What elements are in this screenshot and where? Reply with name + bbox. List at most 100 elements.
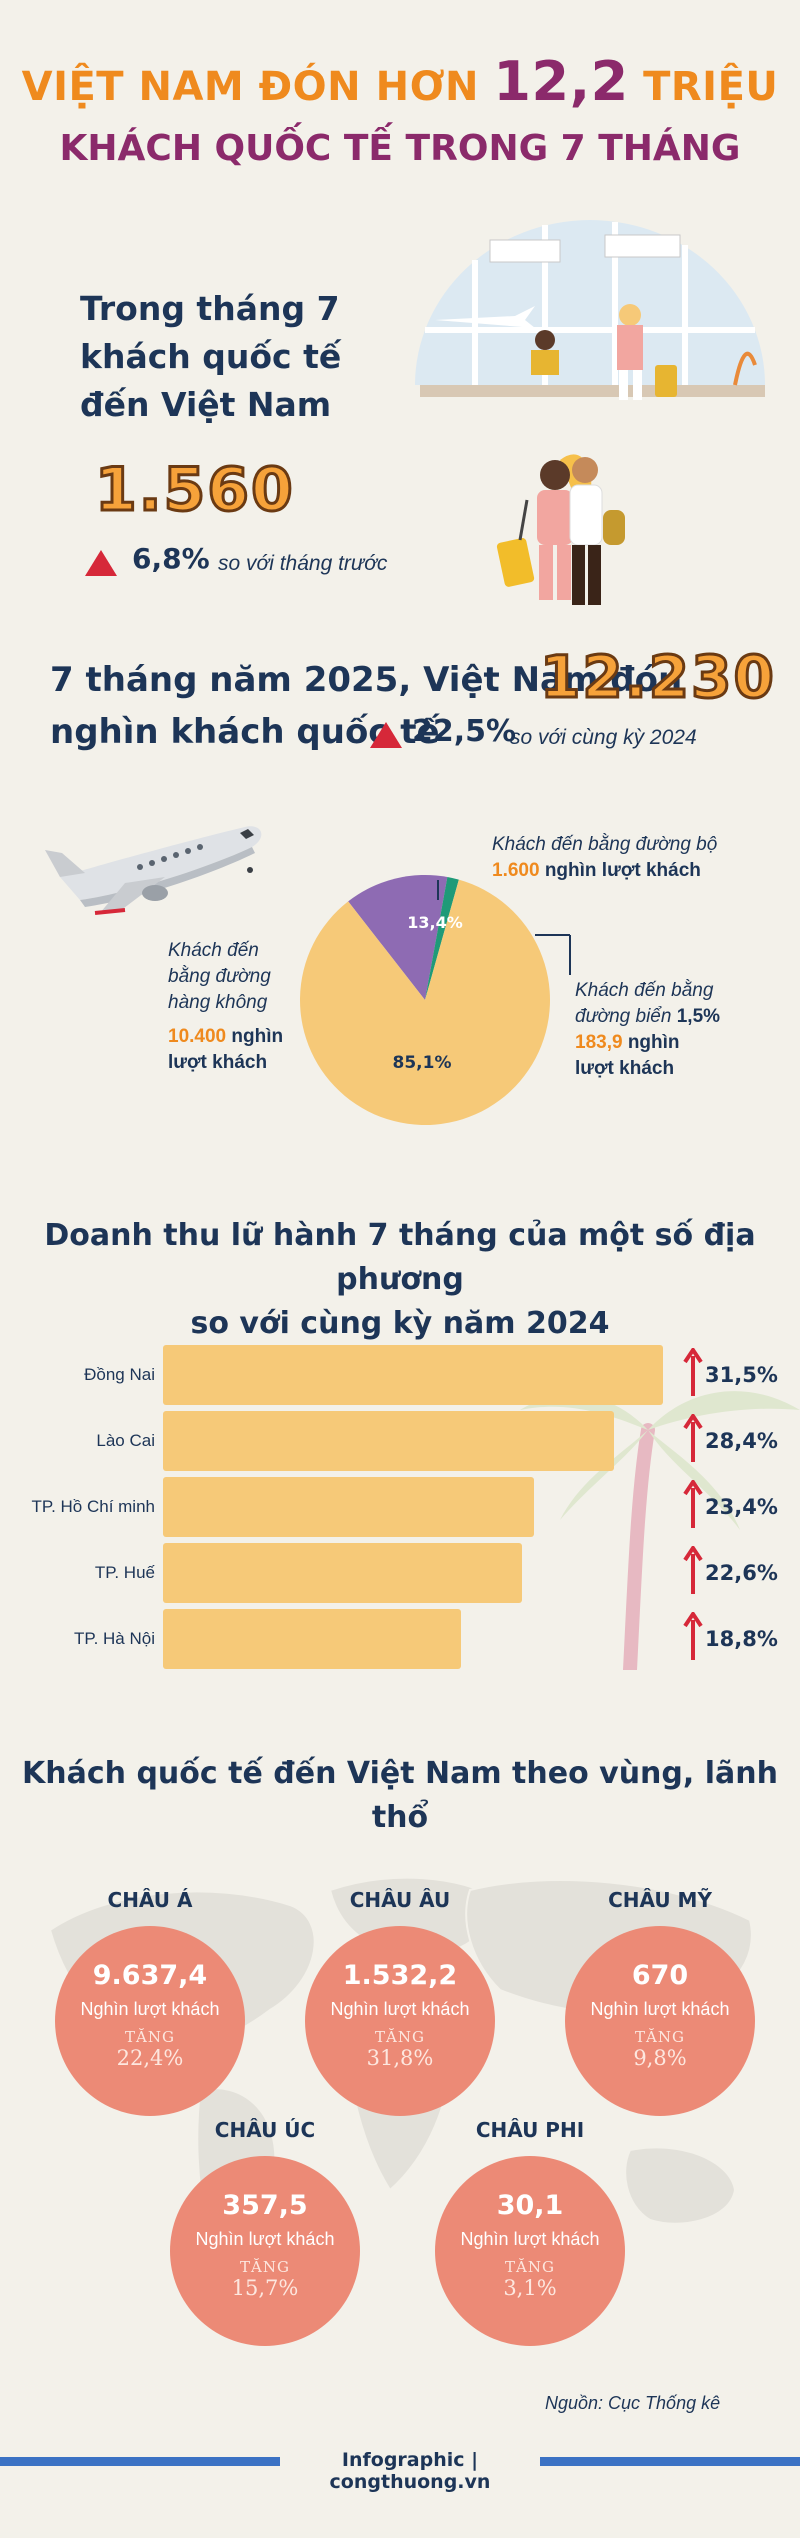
region-value: 30,1 <box>496 2190 564 2221</box>
pie-legend-air: Khách đến bằng đường hàng không 10.400 n… <box>168 938 308 1076</box>
region-name: CHÂU MỸ <box>608 1888 712 1912</box>
region-value: 9.637,4 <box>92 1960 208 1991</box>
bar-value: 28,4% <box>705 1429 778 1453</box>
july-heading: Trong tháng 7 khách quốc tế đến Việt Nam <box>80 285 380 429</box>
page-title: VIỆT NAM ĐÓN HƠN 12,2 TRIỆU <box>0 50 800 113</box>
road-unit: nghìn lượt khách <box>544 860 701 881</box>
bar-value: 18,8% <box>705 1627 778 1651</box>
revenue-title: Doanh thu lữ hành 7 tháng của một số địa… <box>0 1214 800 1346</box>
revenue-title-line2: so với cùng kỳ năm 2024 <box>190 1306 610 1341</box>
ytd-value: 12.230 <box>539 642 776 713</box>
air-line3: hàng không <box>168 992 268 1013</box>
region-circle: 1.532,2 Nghìn lượt khách TĂNG 31,8% <box>305 1926 495 2116</box>
up-arrow-icon <box>683 1612 703 1660</box>
air-line1: Khách đến <box>168 940 259 961</box>
region-growth: 15,7% <box>231 2276 299 2300</box>
bar-value: 31,5% <box>705 1363 778 1387</box>
sea-pct: 1,5% <box>676 1006 721 1027</box>
july-change: 6,8% <box>132 542 210 575</box>
region-circle: 670 Nghìn lượt khách TĂNG 9,8% <box>565 1926 755 2116</box>
region-increase-label: TĂNG <box>375 2028 425 2046</box>
region-growth: 31,8% <box>366 2046 434 2070</box>
road-amount: 1.600 <box>492 860 540 881</box>
title-prefix: VIỆT NAM ĐÓN HƠN <box>21 64 479 110</box>
region-increase-label: TĂNG <box>240 2258 290 2276</box>
pie-slice-sea <box>425 877 459 1000</box>
region-name: CHÂU ÂU <box>349 1888 451 1912</box>
region-unit: Nghìn lượt khách <box>460 2229 600 2249</box>
pie-label-road: 13,4% <box>407 913 463 932</box>
region-unit: Nghìn lượt khách <box>80 1999 220 2019</box>
pie-legend-road: Khách đến bằng đường bộ 1.600 nghìn lượt… <box>492 832 782 884</box>
footer-brand: Infographic | congthuong.vn <box>280 2449 540 2493</box>
region-growth: 9,8% <box>633 2046 687 2070</box>
bar-label: TP. Hà Nội <box>74 1629 155 1648</box>
bar-value: 23,4% <box>705 1495 778 1519</box>
sea-unit2: lượt khách <box>575 1058 675 1079</box>
bar <box>163 1477 535 1537</box>
road-line1: Khách đến bằng đường bộ <box>492 834 718 855</box>
sea-unit1: nghìn <box>627 1032 680 1053</box>
region-circle: 30,1 Nghìn lượt khách TĂNG 3,1% <box>435 2156 625 2346</box>
title-suffix: TRIỆU <box>643 64 779 110</box>
region-name: CHÂU PHI <box>475 2118 585 2142</box>
airplane-illustration <box>45 826 262 915</box>
travelers-illustration <box>496 454 625 605</box>
pie-legend-sea: Khách đến bằng đường biển 1,5% 183,9 ngh… <box>575 978 775 1082</box>
july-heading-line2: khách quốc tế <box>80 337 342 376</box>
sea-line2: đường biển <box>575 1006 672 1027</box>
title-number: 12,2 <box>493 50 629 113</box>
sea-line1: Khách đến bằng <box>575 980 714 1001</box>
sea-amount: 183,9 <box>575 1032 623 1053</box>
air-amount: 10.400 <box>168 1026 227 1047</box>
pie-chart: 85,1% 13,4% <box>300 875 550 1125</box>
ytd-compare: so với cùng kỳ 2024 <box>510 726 697 749</box>
page-subtitle: KHÁCH QUỐC TẾ TRONG 7 THÁNG <box>59 128 741 169</box>
bar <box>163 1411 614 1471</box>
region-increase-label: TĂNG <box>635 2028 685 2046</box>
july-compare: so với tháng trước <box>218 552 388 575</box>
source-note: Nguồn: Cục Thống kê <box>545 2393 721 2413</box>
july-value: 1.560 <box>94 454 295 527</box>
bar-label: TP. Huế <box>94 1563 155 1582</box>
ytd-change: 22,5% <box>412 714 517 749</box>
region-value: 1.532,2 <box>342 1960 458 1991</box>
bar-label: Lào Cai <box>96 1431 155 1450</box>
region-name: CHÂU Á <box>107 1888 193 1912</box>
region-growth: 22,4% <box>116 2046 184 2070</box>
bar-value: 22,6% <box>705 1561 778 1585</box>
pie-slice-air <box>300 879 550 1125</box>
bar <box>163 1345 663 1405</box>
pie-slice-road <box>348 875 448 1000</box>
airport-illustration <box>415 220 765 400</box>
bar <box>163 1543 522 1603</box>
ytd-text1: 7 tháng năm 2025, Việt Nam đón <box>50 660 683 700</box>
regions-title: Khách quốc tế đến Việt Nam theo vùng, lã… <box>22 1756 778 1835</box>
region-growth: 3,1% <box>503 2276 557 2300</box>
region-unit: Nghìn lượt khách <box>195 2229 335 2249</box>
region-increase-label: TĂNG <box>505 2258 555 2276</box>
july-heading-line3: đến Việt Nam <box>80 385 332 424</box>
region-unit: Nghìn lượt khách <box>590 1999 730 2019</box>
up-arrow-icon <box>683 1546 703 1594</box>
up-triangle-icon <box>370 722 402 748</box>
july-heading-line1: Trong tháng 7 <box>80 289 340 328</box>
region-increase-label: TĂNG <box>125 2028 175 2046</box>
up-arrow-icon <box>683 1480 703 1528</box>
up-arrow-icon <box>683 1414 703 1462</box>
bar-label: Đồng Nai <box>84 1365 155 1384</box>
up-triangle-icon <box>85 550 117 576</box>
region-circle: 357,5 Nghìn lượt khách TĂNG 15,7% <box>170 2156 360 2346</box>
region-unit: Nghìn lượt khách <box>330 1999 470 2019</box>
bar <box>163 1609 462 1669</box>
region-circle: 9.637,4 Nghìn lượt khách TĂNG 22,4% <box>55 1926 245 2116</box>
bar-label: TP. Hồ Chí minh <box>31 1497 155 1516</box>
region-value: 670 <box>631 1960 689 1991</box>
region-value: 357,5 <box>222 2190 308 2221</box>
pie-leader-lines <box>437 880 571 975</box>
region-name: CHÂU ÚC <box>214 2118 316 2142</box>
air-unit1: nghìn <box>231 1026 284 1047</box>
air-line2: bằng đường <box>168 966 271 987</box>
pie-label-air: 85,1% <box>393 1053 452 1073</box>
up-arrow-icon <box>683 1348 703 1396</box>
